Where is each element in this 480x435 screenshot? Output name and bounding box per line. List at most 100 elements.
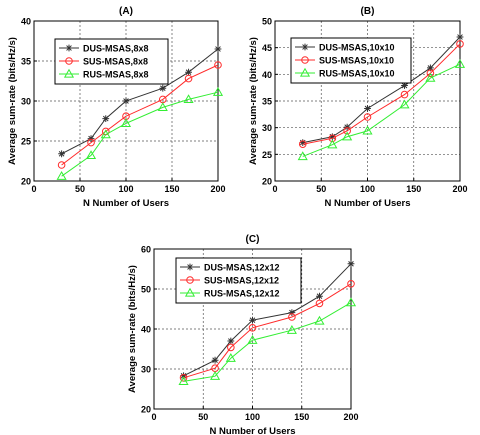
data-point	[400, 90, 409, 99]
data-point	[102, 115, 110, 122]
data-point	[212, 86, 224, 96]
y-tick-label: 35	[21, 57, 31, 67]
y-axis-label: Average sum-rate (bits/Hz/s)	[127, 265, 138, 393]
data-point	[328, 133, 336, 141]
x-tick-label: 100	[360, 184, 375, 194]
y-tick-label: 60	[141, 245, 151, 255]
data-point	[227, 337, 235, 345]
data-point	[347, 280, 355, 288]
legend-marker	[299, 67, 311, 77]
legend-label: SUS-MSAS,8x8	[83, 56, 148, 66]
y-tick-label: 20	[262, 177, 272, 187]
x-tick-label: 0	[31, 184, 36, 194]
data-point	[401, 82, 408, 89]
x-tick-label: 150	[164, 184, 179, 194]
y-tick-label: 50	[141, 285, 151, 295]
legend-label: SUS-MSAS,10x10	[319, 55, 394, 65]
data-point	[56, 170, 67, 180]
series-line	[61, 91, 219, 177]
data-point	[363, 113, 372, 121]
legend-label: DUS-MSAS,10x10	[319, 42, 395, 52]
data-point	[211, 356, 219, 364]
data-point	[210, 370, 221, 380]
data-point	[362, 125, 373, 135]
data-point	[249, 316, 256, 324]
y-tick-label: 30	[262, 123, 272, 133]
data-point	[214, 45, 222, 53]
legend-marker	[186, 263, 194, 271]
data-point	[343, 127, 351, 135]
legend-marker	[65, 57, 73, 65]
legend-label: RUS-MSAS,8x8	[83, 69, 149, 79]
y-tick-label: 20	[21, 177, 31, 187]
chart-title: (A)	[119, 6, 133, 17]
data-point	[247, 334, 258, 344]
data-point	[87, 138, 95, 147]
data-point	[364, 105, 371, 112]
data-point	[425, 72, 436, 82]
y-tick-label: 40	[262, 70, 272, 80]
data-point	[454, 58, 466, 68]
data-point	[286, 324, 297, 334]
data-point	[426, 69, 435, 78]
y-axis-label: Average sum-rate (bits/Hz/s)	[7, 37, 18, 165]
x-tick-label: 100	[245, 412, 260, 422]
y-tick-label: 30	[21, 97, 31, 107]
data-point	[159, 84, 167, 92]
y-tick-label: 35	[262, 97, 272, 107]
x-axis-label: N Number of Users	[209, 426, 295, 435]
chart-panel: 0 50 100 150 200 20 30 40 50 60 (C) N Number of Use…	[127, 234, 359, 435]
series-line	[302, 63, 461, 157]
x-tick-label: 50	[316, 184, 326, 194]
data-point	[327, 139, 338, 149]
x-tick-label: 0	[151, 412, 156, 422]
data-point	[214, 61, 222, 69]
legend-label: SUS-MSAS,12x12	[204, 275, 279, 285]
data-point	[456, 33, 464, 41]
data-point	[185, 68, 192, 76]
y-tick-label: 40	[141, 325, 151, 335]
chart-panel: 0 50 100 150 200 20 25 30 35 40 (A) N Number of Use…	[7, 6, 226, 209]
y-axis-label: Average sum-rate (bits/Hz/s)	[248, 37, 259, 165]
chart-panel: 0 50 100 150 200 20 25 30 35 40 45 50 (B) N Number of…	[248, 6, 468, 209]
chart-title: (C)	[246, 234, 260, 245]
x-tick-label: 150	[294, 412, 309, 422]
data-point	[87, 135, 95, 142]
series-line	[183, 283, 352, 379]
data-point	[225, 352, 236, 362]
data-point	[328, 134, 337, 143]
chart-title: (B)	[361, 6, 375, 17]
data-point	[298, 140, 307, 148]
data-point	[227, 343, 235, 352]
legend-marker	[301, 56, 309, 64]
x-tick-label: 50	[75, 184, 85, 194]
x-tick-label: 100	[118, 184, 133, 194]
y-tick-label: 45	[262, 43, 272, 53]
data-point	[122, 97, 130, 105]
x-tick-label: 200	[452, 184, 467, 194]
legend-marker	[186, 276, 194, 284]
data-point	[342, 131, 353, 141]
data-point	[297, 151, 308, 161]
data-point	[316, 292, 323, 300]
data-point	[288, 313, 296, 321]
data-point	[178, 376, 189, 386]
data-point	[456, 40, 464, 48]
data-point	[315, 299, 324, 308]
x-tick-label: 0	[272, 184, 277, 194]
data-point	[399, 99, 410, 109]
legend-marker	[63, 68, 75, 78]
x-tick-label: 50	[198, 412, 208, 422]
data-point	[120, 118, 132, 128]
legend-marker	[65, 44, 73, 52]
legend-marker	[184, 287, 196, 297]
data-point	[314, 315, 325, 325]
data-point	[345, 297, 357, 307]
x-tick-label: 200	[210, 184, 225, 194]
legend-marker	[301, 43, 309, 51]
data-point	[347, 260, 355, 268]
data-point	[57, 161, 66, 169]
x-tick-label: 150	[406, 184, 421, 194]
x-tick-label: 200	[343, 412, 358, 422]
